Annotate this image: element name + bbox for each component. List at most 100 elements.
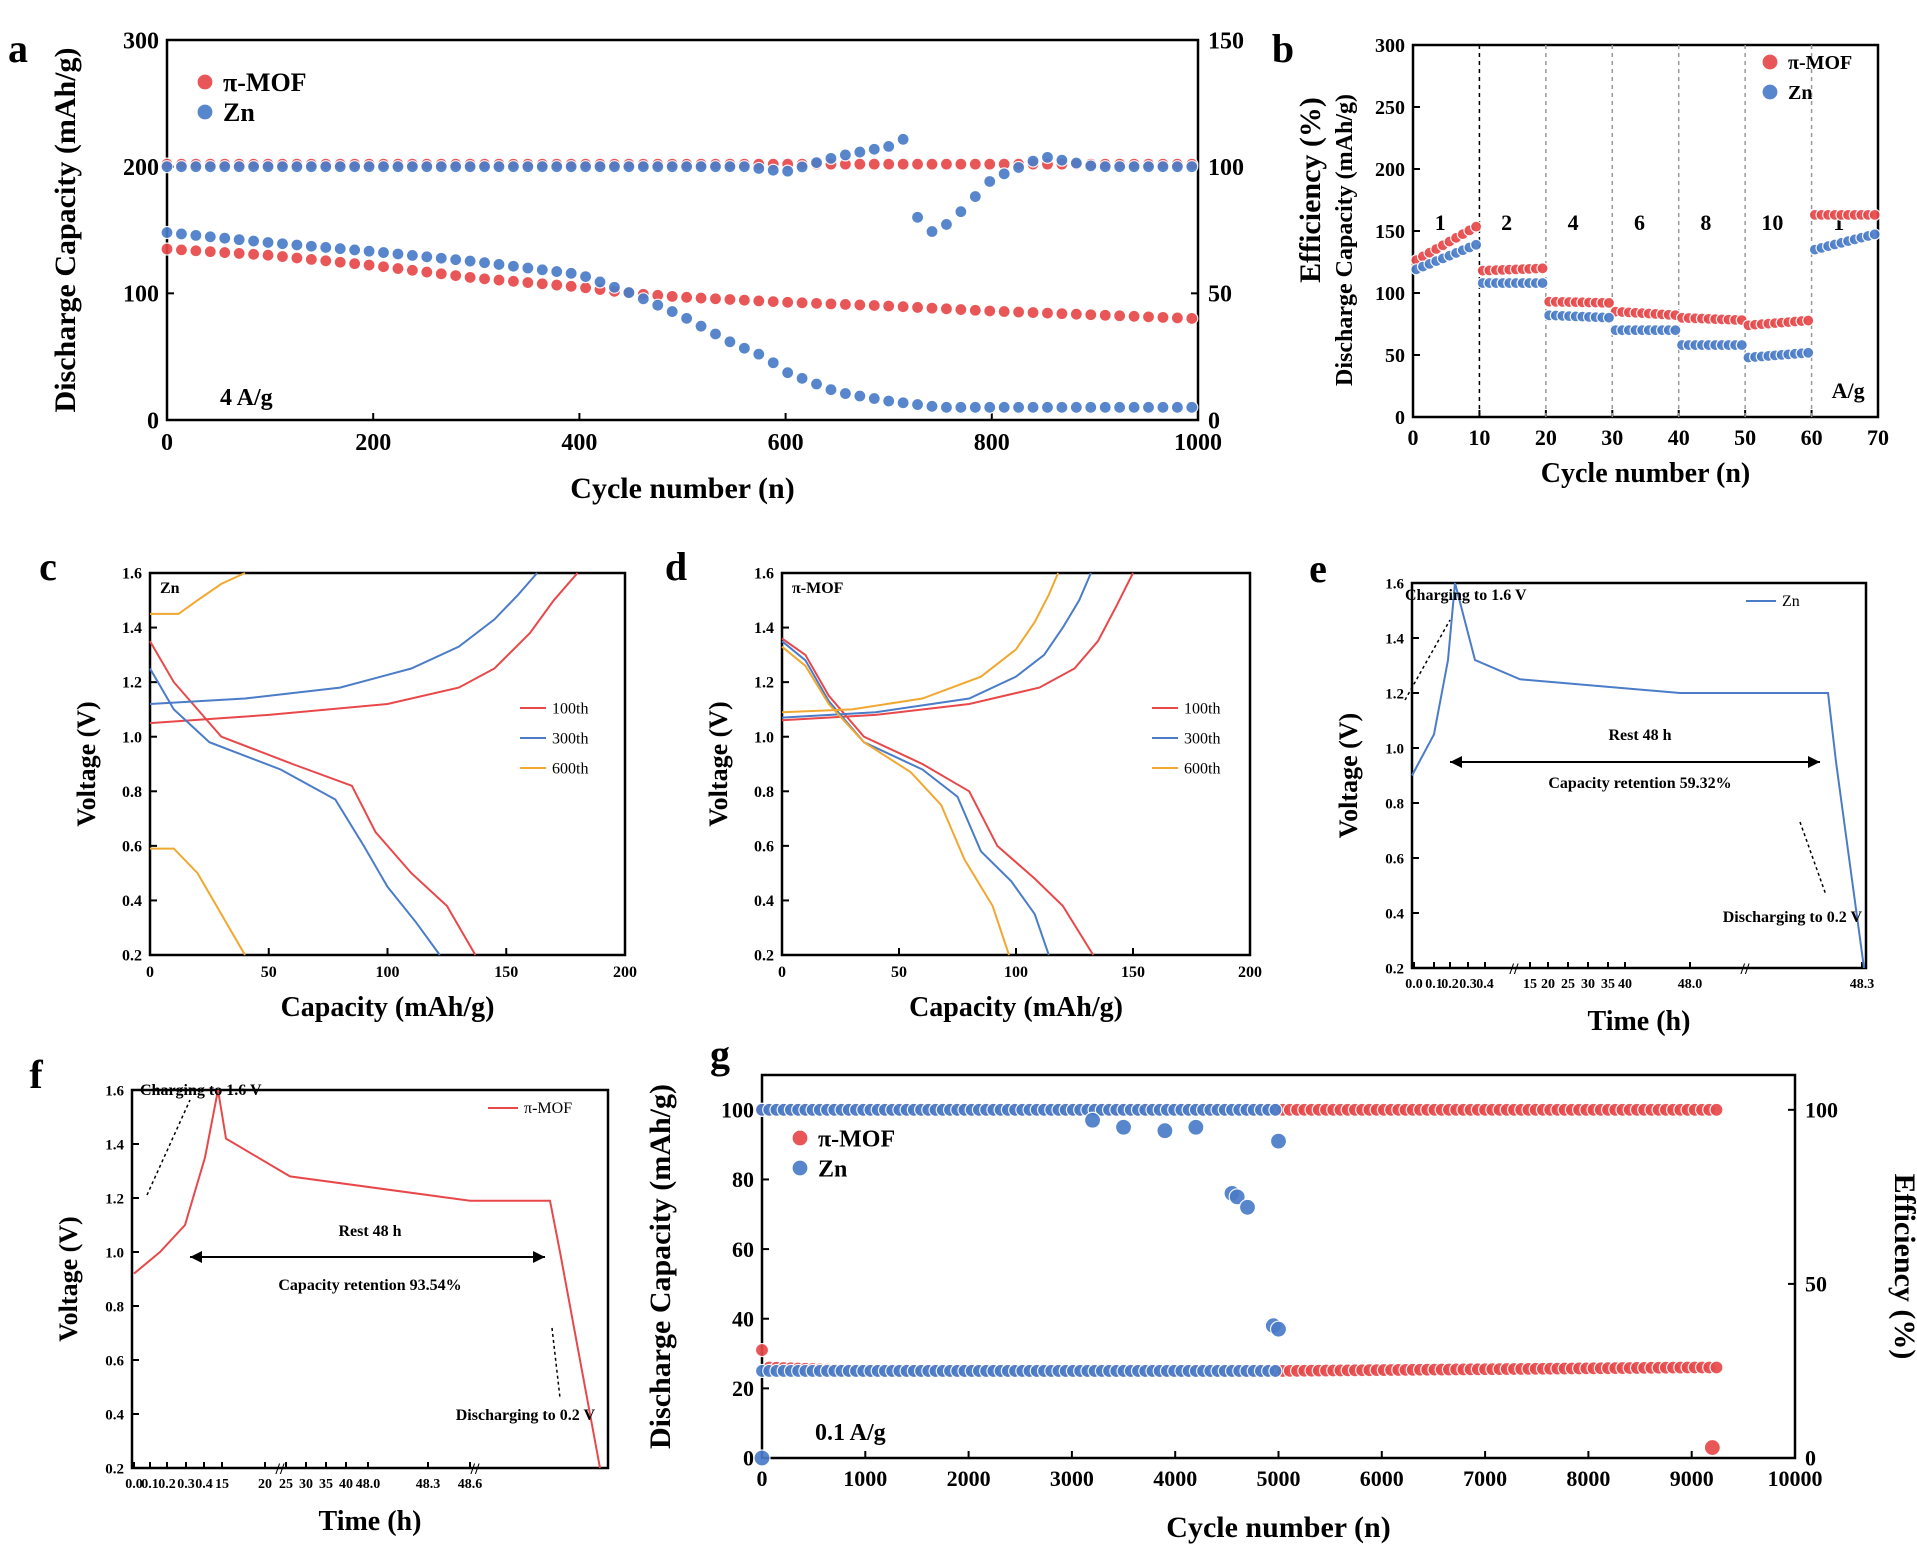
- data-point: [1084, 159, 1098, 173]
- data-point: [752, 161, 766, 176]
- data-point: [1185, 160, 1199, 174]
- data-point: [463, 254, 477, 268]
- charge-note: Charging to 1.6 V: [1405, 587, 1527, 604]
- outlier-point: [1083, 1111, 1102, 1129]
- x-axis-tick-label: 48.0: [356, 1477, 381, 1492]
- y2-axis-tick-label: 100: [1208, 155, 1244, 181]
- data-point: [1709, 1102, 1724, 1117]
- x-axis-tick-label: 20: [1541, 977, 1555, 992]
- y-axis-tick-label: 0.2: [1385, 961, 1404, 977]
- data-point: [939, 400, 954, 414]
- data-point: [449, 269, 463, 283]
- y-axis-tick-label: 300: [123, 28, 159, 54]
- data-point: [795, 371, 809, 385]
- data-point: [680, 160, 694, 174]
- y-axis-tick-label: 100: [1375, 283, 1405, 305]
- data-point: [420, 250, 434, 264]
- data-point: [636, 160, 650, 174]
- data-point: [189, 160, 203, 174]
- y-axis-tick-label: 1.2: [754, 675, 774, 692]
- x-axis-tick-label: 30: [1601, 425, 1623, 450]
- data-point: [1868, 228, 1881, 241]
- data-point: [203, 245, 217, 259]
- curve-300th-discharge: [149, 667, 441, 956]
- retention-note: Capacity retention 59.32%: [1548, 775, 1731, 792]
- data-point: [896, 396, 910, 410]
- data-point: [189, 244, 203, 258]
- x-axis-tick-label: 70: [1867, 425, 1889, 450]
- x-axis-tick-label: 15: [215, 1477, 229, 1492]
- data-point: [578, 160, 593, 174]
- data-point: [983, 174, 997, 189]
- y-axis-tick-label: 0: [147, 408, 159, 434]
- y-axis-tick-label: 1.6: [105, 1083, 124, 1099]
- x-axis-label: Cycle number (n): [1166, 1511, 1390, 1544]
- x-axis-tick-label: 0.1: [1425, 977, 1443, 992]
- legend-mof-label: π-MOF: [1788, 52, 1852, 74]
- discharge-note: Discharging to 0.2 V: [1723, 909, 1863, 926]
- legend-mof-marker: [196, 73, 214, 91]
- data-point: [867, 142, 881, 156]
- panel-c: c 0 50 100 150 200 0.2 0.4 0.6 0.8 1.0 1.2 1.4 1.6 Cap…: [39, 544, 637, 1023]
- y-axis-tick-label: 1.2: [105, 1191, 124, 1207]
- x-axis-tick-label: 10000: [1768, 1466, 1823, 1491]
- rest-note: Rest 48 h: [1608, 727, 1671, 744]
- data-point: [218, 245, 232, 260]
- x-axis-tick-label: 50: [891, 964, 907, 981]
- data-point: [824, 151, 838, 165]
- data-point: [1156, 160, 1170, 174]
- x-axis-tick-label: 20: [1535, 425, 1557, 450]
- data-point: [506, 160, 521, 174]
- data-point: [1141, 400, 1156, 414]
- panel-letter: b: [1272, 26, 1294, 71]
- x-axis-tick-label: 0: [778, 964, 786, 981]
- y-axis-tick-label: 1.4: [754, 620, 774, 637]
- rate-unit: A/g: [1832, 378, 1865, 403]
- y-axis-tick-label: 0.4: [1385, 906, 1404, 922]
- data-point: [405, 263, 419, 277]
- discharge-arrow: [1799, 821, 1827, 896]
- legend-300th-label: 300th: [552, 731, 588, 748]
- rate-label: 4: [1568, 210, 1579, 235]
- x-axis-tick-label: 10: [1468, 425, 1490, 450]
- outlier-point: [753, 1449, 771, 1467]
- data-point: [853, 145, 867, 159]
- y-axis-tick-label: 1.6: [122, 566, 142, 583]
- x-axis-tick-label: 0: [757, 1466, 768, 1491]
- y-axis-tick-label: 0.6: [122, 838, 142, 855]
- charge-arrow: [146, 1099, 191, 1196]
- data-point: [362, 160, 376, 174]
- data-point: [477, 256, 492, 270]
- data-point: [1268, 1102, 1283, 1117]
- data-point: [174, 160, 189, 174]
- x-axis-tick-label: 200: [613, 964, 637, 981]
- x-axis-tick-label: 48.6: [458, 1477, 483, 1492]
- plot-frame: [130, 1088, 610, 1470]
- data-point: [1536, 262, 1549, 275]
- x-axis-tick-label: 48.0: [1678, 977, 1703, 992]
- x-axis-tick-label: 200: [1238, 964, 1262, 981]
- curve-100th-charge: [149, 572, 579, 725]
- data-point: [824, 383, 838, 397]
- data-point: [997, 304, 1011, 319]
- data-point: [1669, 324, 1682, 337]
- data-point: [1868, 208, 1881, 221]
- data-point: [968, 157, 982, 171]
- x-axis-tick-label: 3000: [1050, 1466, 1094, 1491]
- y-axis-tick-label: 0.2: [105, 1461, 124, 1477]
- data-point: [391, 261, 405, 276]
- y-axis-tick-label: 0: [1395, 407, 1405, 429]
- rate-label: 1: [1833, 210, 1844, 235]
- y2-axis-label: Efficiency (%): [1888, 1174, 1917, 1360]
- axis-break: //: [1740, 961, 1750, 978]
- legend-zn-label: Zn: [1788, 82, 1812, 104]
- data-point: [737, 293, 751, 307]
- x-axis-label: Time (h): [319, 1506, 422, 1537]
- y-axis-tick-label: 0.2: [754, 948, 774, 965]
- data-point: [1113, 160, 1127, 174]
- data-point: [1141, 160, 1156, 174]
- legend-label: Zn: [1782, 593, 1800, 610]
- x-axis-tick-label: 48.3: [416, 1477, 441, 1492]
- y2-axis-tick-label: 0: [1208, 408, 1220, 434]
- x-axis-tick-label: 25: [279, 1477, 293, 1492]
